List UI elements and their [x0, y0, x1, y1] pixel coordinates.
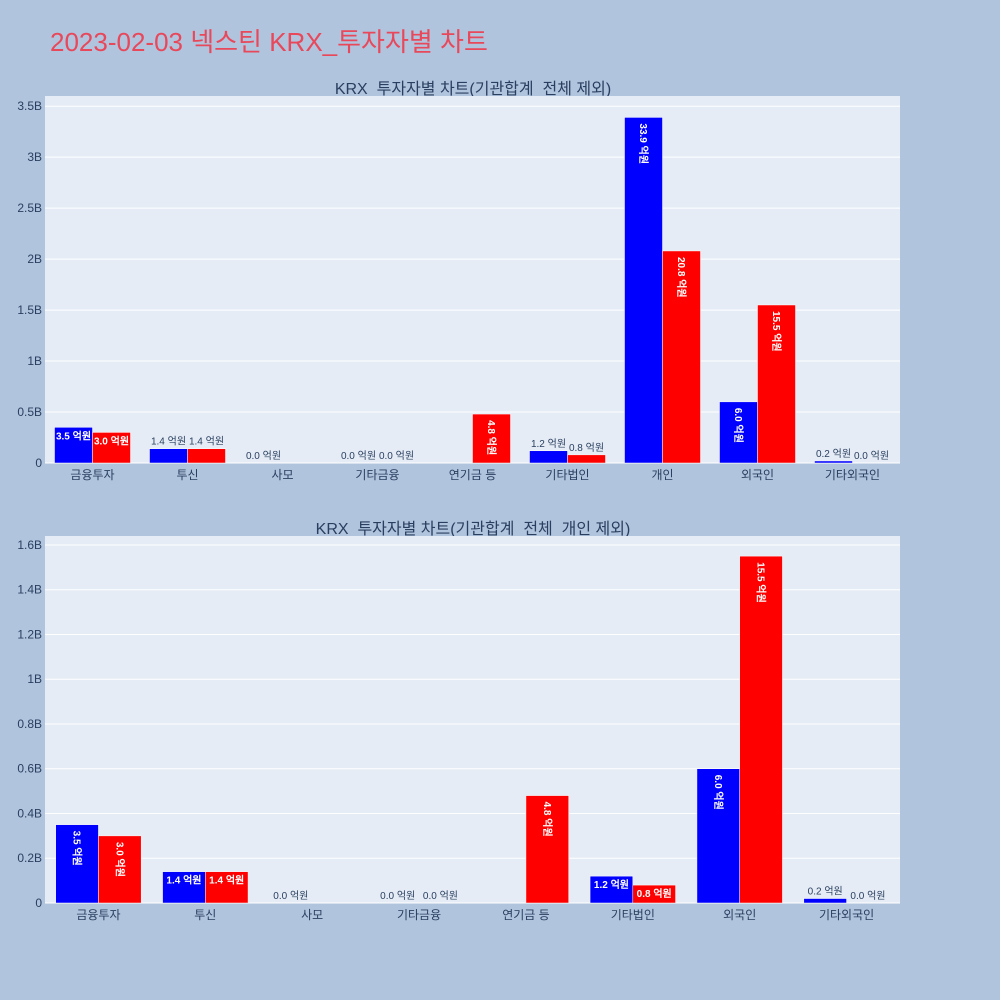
x-tick-label: 투신 [176, 468, 198, 482]
x-tick-label: 연기금 등 [502, 908, 550, 922]
y-tick-label: 1B [27, 354, 42, 368]
y-tick-label: 1.5B [17, 303, 42, 317]
data-label: 1.2 억원 [594, 878, 629, 891]
data-label: 1.4 억원 [209, 874, 244, 887]
buy-bar [54, 427, 93, 464]
y-tick-label: 3.5B [17, 99, 42, 113]
sell-bar [567, 454, 606, 464]
data-label: 1.2 억원 [531, 438, 566, 450]
x-tick-label: 기타법인 [545, 468, 589, 482]
sell-bar [632, 884, 676, 904]
sell-bar [472, 413, 511, 464]
investor-chart-all: KRX_투자자별 차트(기관합계_전체 제외) 0 0.5B 1B 1.5B 2B 2.5… [17, 80, 900, 482]
y-tick-label: 0 [35, 456, 42, 470]
y-tick-label: 0.2B [17, 851, 42, 865]
data-label: 15.5 억원 [755, 562, 768, 603]
buy-bar [55, 824, 99, 904]
y-tick-label: 0.6B [17, 762, 42, 776]
investor-chart-excl-individual: KRX_투자자별 차트(기관합계_전체_개인 제외) 0 0.2B 0.4B 0.6B… [17, 520, 900, 922]
x-tick-label: 개인 [651, 468, 673, 482]
x-tick-label: 외국인 [741, 468, 774, 482]
x-tick-label: 기타외국인 [819, 908, 874, 922]
chart-title: KRX_투자자별 차트(기관합계_전체 제외) [335, 80, 611, 98]
y-tick-label: 0 [35, 896, 42, 910]
data-label: 15.5 억원 [770, 311, 783, 352]
sell-bar [662, 250, 701, 464]
x-tick-label: 사모 [271, 468, 293, 482]
x-tick-label: 투신 [194, 908, 216, 922]
data-label: 0.0 억원 [850, 890, 885, 902]
data-label: 0.0 억원 [246, 450, 281, 462]
buy-bar [803, 898, 847, 904]
data-label: 0.0 억원 [380, 890, 415, 902]
data-label: 0.8 억원 [569, 442, 604, 454]
data-label: 0.8 억원 [637, 887, 672, 900]
sell-bar [205, 871, 249, 904]
page-title: 2023-02-03 넥스틴 KRX_투자자별 차트 [50, 27, 488, 57]
data-label: 0.0 억원 [423, 890, 458, 902]
y-tick-label: 0.5B [17, 405, 42, 419]
data-label: 4.8 억원 [485, 420, 498, 455]
data-label: 1.4 억원 [151, 436, 186, 448]
y-tick-label: 0.8B [17, 717, 42, 731]
data-label: 1.4 억원 [189, 436, 224, 448]
x-tick-label: 기타외국인 [825, 468, 880, 482]
sell-bar [739, 555, 783, 904]
x-tick-label: 사모 [301, 908, 323, 922]
data-label: 6.0 억원 [732, 408, 745, 443]
data-label: 3.5 억원 [56, 429, 91, 442]
data-label: 0.0 억원 [341, 450, 376, 462]
data-label: 3.0 억원 [94, 434, 129, 447]
buy-bar [529, 450, 568, 464]
data-label: 0.2 억원 [808, 886, 843, 898]
buy-bar [589, 875, 634, 904]
x-tick-label: 연기금 등 [449, 468, 497, 482]
x-tick-label: 외국인 [723, 908, 756, 922]
y-tick-label: 2.5B [17, 201, 42, 215]
buy-bar [814, 460, 853, 464]
data-label: 3.5 억원 [71, 831, 84, 866]
y-tick-label: 2B [27, 252, 42, 266]
data-label: 6.0 억원 [712, 775, 725, 810]
y-tick-label: 1.6B [17, 538, 42, 552]
sell-bar [98, 835, 142, 904]
buy-bar [719, 401, 758, 464]
y-tick-label: 1B [27, 672, 42, 686]
data-label: 33.9 억원 [637, 123, 650, 164]
x-tick-label: 기타금융 [355, 468, 399, 482]
x-tick-label: 기타금융 [397, 908, 441, 922]
chart-title: KRX_투자자별 차트(기관합계_전체_개인 제외) [316, 520, 631, 538]
sell-bar [187, 448, 226, 464]
sell-bar [757, 304, 796, 464]
y-tick-label: 3B [27, 150, 42, 164]
sell-bar [525, 795, 569, 904]
x-tick-label: 금융투자 [70, 468, 114, 482]
buy-bar [696, 768, 740, 904]
data-label: 1.4 억원 [166, 874, 201, 887]
data-label: 0.0 억원 [854, 450, 889, 462]
x-tick-label: 금융투자 [76, 908, 120, 922]
y-tick-label: 1.4B [17, 583, 42, 597]
data-label: 3.0 억원 [113, 842, 126, 877]
buy-bar [149, 448, 188, 464]
data-label: 0.2 억원 [816, 448, 851, 460]
y-tick-label: 0.4B [17, 806, 42, 820]
data-label: 20.8 억원 [675, 257, 688, 298]
buy-bar [162, 871, 206, 904]
data-label: 0.0 억원 [273, 890, 308, 902]
x-tick-label: 기타법인 [611, 908, 655, 922]
buy-bar [624, 117, 663, 464]
y-tick-label: 1.2B [17, 627, 42, 641]
data-label: 0.0 억원 [379, 450, 414, 462]
sell-bar [92, 432, 131, 464]
data-label: 4.8 억원 [541, 802, 554, 837]
